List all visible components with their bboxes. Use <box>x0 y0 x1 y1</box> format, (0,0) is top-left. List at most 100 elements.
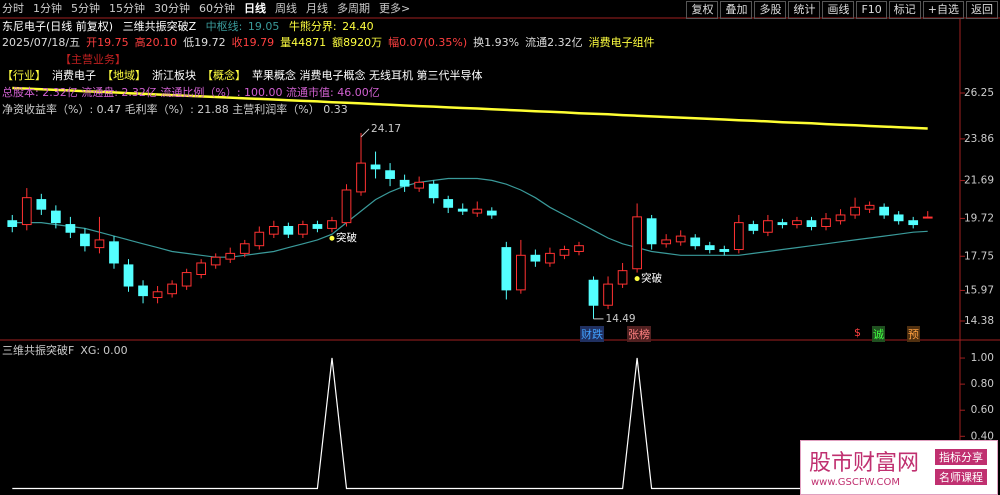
tool-button[interactable]: 统计 <box>788 1 821 19</box>
candle-body <box>167 283 177 295</box>
candle-body <box>864 204 875 210</box>
signal-dot <box>329 235 335 241</box>
signal-dot <box>634 276 640 282</box>
candle-body <box>675 235 686 243</box>
quote-line: 2025/07/18/五 开19.75 高20.10 低19.72 收19.79 量448… <box>2 35 661 51</box>
candle-body <box>21 197 32 226</box>
quote-item: 开19.75 <box>86 36 129 49</box>
event[interactable]: 张榜 <box>627 326 651 342</box>
info-item: 【行业】 <box>2 69 46 82</box>
candle-body <box>399 179 410 187</box>
info-item: 【概念】 <box>202 69 246 82</box>
candle-body <box>850 206 860 216</box>
period-tab[interactable]: 1分钟 <box>33 2 62 15</box>
tool-button[interactable]: +自选 <box>922 1 964 19</box>
y-tick-label: 26.25 <box>964 87 994 99</box>
candle-body <box>109 241 119 264</box>
candle-body <box>414 181 424 189</box>
event[interactable]: 诚 <box>872 326 885 342</box>
candle-body <box>225 252 236 260</box>
indicator-title: 三维共振突破F <box>2 344 75 357</box>
y-tick-label: 0.40 <box>971 430 994 442</box>
candle-body <box>152 291 163 299</box>
period-tab[interactable]: 30分钟 <box>154 2 190 15</box>
period-tabs: 分时 1分钟 5分钟 15分钟 30分钟 60分钟 日线 周线 月线 多周期 更多> <box>2 1 419 17</box>
tool-button[interactable]: 叠加 <box>720 1 753 19</box>
period-tab[interactable]: 15分钟 <box>109 2 145 15</box>
quote-item: 低19.72 <box>183 36 226 49</box>
bull-value: 24.40 <box>342 20 374 33</box>
period-tab[interactable]: 60分钟 <box>199 2 235 15</box>
candle-body <box>603 283 613 306</box>
tool-button[interactable]: 标记 <box>888 1 921 19</box>
info-line: 【行业】 消费电子 【地域】 浙江板块 【概念】 苹果概念 消费电子概念 无线耳机 第三代… <box>2 68 489 84</box>
signal-label: 突破 <box>336 231 357 244</box>
tool-button[interactable]: 复权 <box>686 1 719 19</box>
info-item: 苹果概念 消费电子概念 无线耳机 第三代半导体 <box>252 69 483 82</box>
wm-site: 股市财富网 <box>809 451 920 476</box>
xg-label: XG: <box>80 344 101 357</box>
candle-body <box>704 245 715 251</box>
period-tab[interactable]: 5分钟 <box>71 2 100 15</box>
candle-body <box>312 224 323 229</box>
y-tick-label: 15.97 <box>964 284 994 296</box>
candle-body <box>254 231 265 247</box>
y-tick-label: 19.72 <box>964 212 994 224</box>
xg-value: 0.00 <box>103 344 128 357</box>
candle-body <box>443 199 454 208</box>
low-label: 14.49 <box>606 313 636 325</box>
quote-item: 流通2.32亿 <box>525 36 583 49</box>
candle-body <box>298 224 308 235</box>
high-label: 24.17 <box>371 123 401 135</box>
indicator-header: 三维共振突破F XG: 0.00 <box>2 343 134 359</box>
candle-body <box>7 220 18 227</box>
candle-body <box>763 220 773 233</box>
indicator-name[interactable]: 三维共振突破Z <box>122 20 197 33</box>
tool-button[interactable]: 画线 <box>822 1 855 19</box>
info-line: 总股本: 2.32亿 流通盘: 2.32亿 流通比例（%）: 100.00 流通… <box>2 86 380 99</box>
tool-button[interactable]: 返回 <box>966 1 998 19</box>
candle-body <box>51 210 61 224</box>
bull-bear-line <box>12 86 928 130</box>
candle-body <box>138 285 148 297</box>
quote-item: 高20.10 <box>134 36 178 49</box>
quote-item: 换1.93% <box>473 36 520 49</box>
candle-body <box>545 252 555 264</box>
candle-body <box>922 216 933 219</box>
candle-body <box>341 189 352 224</box>
period-tab[interactable]: 日线 <box>244 2 266 15</box>
event[interactable]: $ <box>854 326 861 339</box>
candle-body <box>239 243 250 254</box>
candle-body <box>457 208 468 212</box>
period-tab[interactable]: 更多> <box>379 2 411 15</box>
tool-button[interactable]: 多股 <box>754 1 787 19</box>
event[interactable]: 财跌 <box>580 326 604 342</box>
period-tab[interactable]: 月线 <box>306 2 328 15</box>
tool-button[interactable]: F10 <box>856 1 887 19</box>
candle-body <box>486 210 497 216</box>
watermark: 股市财富网 www.GSCFW.COM 指标分享 名师课程 <box>800 440 998 495</box>
y-tick-label: 0.60 <box>971 404 994 416</box>
event[interactable]: 预 <box>907 326 920 342</box>
zs-label: 中枢线: <box>205 20 243 33</box>
y-tick-label: 1.00 <box>971 352 994 364</box>
candle-body <box>210 256 221 266</box>
candle-body <box>268 225 279 235</box>
info-item: 消费电子 <box>52 69 96 82</box>
period-tab[interactable]: 多周期 <box>337 2 370 15</box>
signal-label: 突破 <box>641 272 662 285</box>
candle-body <box>181 272 192 287</box>
y-tick-label: 21.69 <box>964 175 994 187</box>
candle-body <box>646 218 657 245</box>
period-tab[interactable]: 周线 <box>275 2 297 15</box>
candle-body <box>80 233 90 247</box>
candle-body <box>835 214 846 222</box>
candle-body <box>806 220 817 227</box>
period-tab[interactable]: 分时 <box>2 2 24 15</box>
candle-body <box>908 220 919 226</box>
candle-body <box>65 224 76 233</box>
header: 东尼电子(日线 前复权) 三维共振突破Z 中枢线: 19.05 牛熊分界: 24… <box>2 19 380 35</box>
y-tick-label: 17.75 <box>964 250 994 262</box>
candle-body <box>617 270 628 285</box>
